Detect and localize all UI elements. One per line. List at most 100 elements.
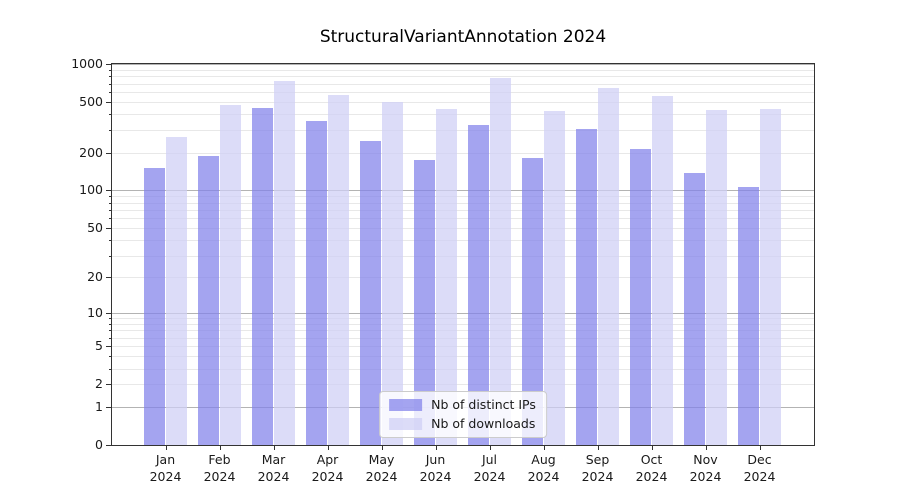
y-minor-tick-mark (109, 130, 112, 132)
y-gridline-minor (112, 228, 814, 230)
y-minor-tick-mark (109, 83, 112, 85)
bar-feb-2024-nb-of-distinct-ips (197, 155, 220, 445)
y-tick-mark (106, 312, 112, 314)
bar-jul-2024-nb-of-distinct-ips (467, 125, 490, 445)
x-tick-mark (165, 446, 167, 450)
y-tick-label: 20 (87, 269, 103, 285)
x-tick-label-jul-2024: Jul 2024 (473, 452, 506, 484)
y-minor-tick-mark (109, 209, 112, 211)
y-tick-mark (106, 64, 112, 65)
chart-title: StructuralVariantAnnotation 2024 (319, 27, 607, 47)
y-minor-tick-mark (109, 255, 112, 257)
bar-dec-2024-nb-of-downloads (759, 109, 782, 445)
x-tick-label-mar-2024: Mar 2024 (257, 452, 290, 484)
y-minor-tick-mark (109, 318, 112, 320)
y-tick-label: 10 (87, 304, 103, 320)
x-tick-label-may-2024: May 2024 (365, 452, 398, 484)
x-tick-mark (435, 446, 437, 450)
x-tick-mark (273, 446, 275, 450)
x-tick-label-oct-2024: Oct 2024 (635, 452, 668, 484)
x-tick-mark (543, 446, 545, 450)
y-gridline-minor (112, 69, 814, 71)
y-gridline-minor (112, 330, 814, 332)
bar-sep-2024-nb-of-downloads (597, 88, 620, 445)
y-gridline-minor (112, 346, 814, 348)
bar-mar-2024-nb-of-downloads (273, 80, 296, 445)
y-gridline-minor (112, 255, 814, 257)
y-gridline-major (112, 190, 814, 192)
x-tick-label-jan-2024: Jan 2024 (149, 452, 182, 484)
y-gridline-minor (112, 114, 814, 116)
y-gridline-minor (112, 102, 814, 104)
y-gridline-minor (112, 218, 814, 220)
y-tick-label: 1 (95, 398, 103, 414)
y-tick-mark (106, 346, 112, 348)
bar-feb-2024-nb-of-downloads (219, 105, 242, 445)
y-minor-tick-mark (109, 330, 112, 332)
x-tick-mark (327, 446, 329, 450)
y-gridline-minor (112, 209, 814, 211)
bar-jul-2024-nb-of-downloads (489, 78, 512, 445)
bar-jun-2024-nb-of-downloads (435, 109, 458, 445)
y-gridline-minor (112, 76, 814, 78)
x-tick-mark (651, 446, 653, 450)
y-tick-mark (106, 190, 112, 192)
y-gridline-minor (112, 384, 814, 386)
y-minor-tick-mark (109, 69, 112, 71)
y-gridline-major (112, 312, 814, 314)
legend-item-distinct-ips: Nb of distinct IPs (389, 397, 536, 412)
y-minor-tick-mark (109, 196, 112, 198)
x-tick-label-aug-2024: Aug 2024 (527, 452, 560, 484)
y-tick-mark (106, 102, 112, 104)
x-tick-label-dec-2024: Dec 2024 (743, 452, 776, 484)
y-gridline-minor (112, 337, 814, 339)
y-tick-label: 50 (87, 220, 103, 236)
x-tick-label-feb-2024: Feb 2024 (203, 452, 236, 484)
y-minor-tick-mark (109, 218, 112, 220)
bar-jun-2024-nb-of-distinct-ips (413, 160, 436, 445)
y-tick-mark (106, 445, 112, 446)
y-tick-mark (106, 277, 112, 279)
y-tick-label: 1000 (71, 56, 103, 71)
y-minor-tick-mark (109, 323, 112, 325)
y-tick-label: 2 (95, 376, 103, 392)
y-gridline-minor (112, 92, 814, 94)
y-gridline-minor (112, 356, 814, 358)
y-gridline-minor (112, 323, 814, 325)
bar-jan-2024-nb-of-downloads (165, 137, 188, 445)
y-tick-mark (106, 152, 112, 154)
y-minor-tick-mark (109, 356, 112, 358)
plot-area: Nb of distinct IPs Nb of downloads (111, 63, 815, 446)
y-gridline-minor (112, 202, 814, 204)
x-tick-mark (219, 446, 221, 450)
y-tick-label: 0 (95, 437, 103, 452)
y-minor-tick-mark (109, 337, 112, 339)
x-tick-mark (381, 446, 383, 450)
y-tick-label: 5 (95, 338, 103, 354)
bar-apr-2024-nb-of-downloads (327, 94, 350, 445)
bar-jan-2024-nb-of-distinct-ips (143, 167, 166, 445)
x-tick-label-jun-2024: Jun 2024 (419, 452, 452, 484)
y-gridline-minor (112, 277, 814, 279)
x-tick-mark (759, 446, 761, 450)
y-tick-mark (106, 228, 112, 230)
bar-apr-2024-nb-of-distinct-ips (305, 120, 328, 445)
x-tick-label-nov-2024: Nov 2024 (689, 452, 722, 484)
y-gridline-minor (112, 83, 814, 85)
y-gridline-minor (112, 368, 814, 370)
legend: Nb of distinct IPs Nb of downloads (379, 391, 547, 438)
y-tick-label: 100 (79, 182, 103, 198)
y-tick-mark (106, 384, 112, 386)
bar-oct-2024-nb-of-distinct-ips (629, 149, 652, 445)
y-minor-tick-mark (109, 92, 112, 94)
x-tick-label-apr-2024: Apr 2024 (311, 452, 344, 484)
bar-aug-2024-nb-of-downloads (543, 110, 566, 445)
bar-oct-2024-nb-of-downloads (651, 96, 674, 445)
y-gridline-minor (112, 152, 814, 154)
legend-label-downloads: Nb of downloads (431, 416, 536, 431)
y-tick-mark (106, 406, 112, 408)
x-tick-mark (597, 446, 599, 450)
y-minor-tick-mark (109, 202, 112, 204)
y-minor-tick-mark (109, 240, 112, 242)
